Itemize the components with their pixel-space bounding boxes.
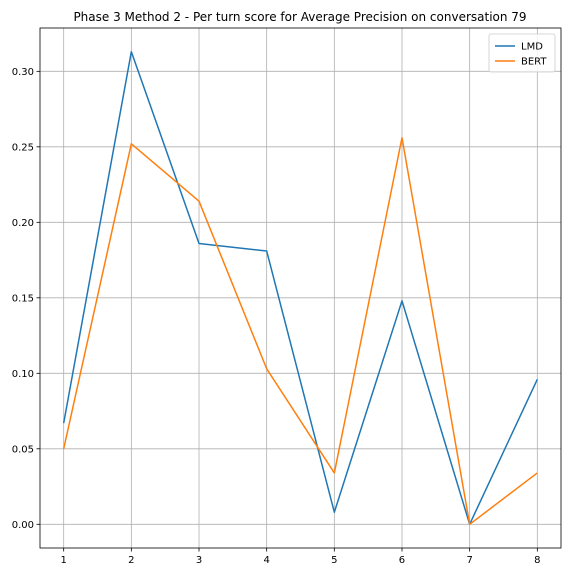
chart-title: Phase 3 Method 2 - Per turn score for Av…	[73, 10, 526, 24]
x-tick-label: 8	[534, 555, 540, 566]
x-tick-label: 3	[196, 555, 202, 566]
y-tick-label: 0.05	[12, 444, 34, 455]
plot-frame	[39, 27, 562, 549]
y-tick-label: 0.00	[12, 520, 34, 531]
x-tick-label: 7	[466, 555, 472, 566]
legend-label: BERT	[521, 57, 547, 68]
x-tick-label: 5	[331, 555, 337, 566]
y-tick-label: 0.25	[12, 142, 34, 153]
x-tick-label: 2	[128, 555, 134, 566]
y-tick-label: 0.20	[12, 218, 34, 229]
grid	[40, 28, 561, 548]
series-line-bert	[62, 137, 538, 526]
legend-label: LMD	[521, 42, 543, 53]
y-tick-label: 0.10	[12, 369, 34, 380]
legend: LMD BERT	[488, 33, 556, 73]
y-tick-label: 0.15	[12, 293, 34, 304]
x-tick-label: 4	[263, 555, 269, 566]
series-layer	[62, 50, 538, 526]
x-tick-label: 1	[60, 555, 66, 566]
legend-box	[488, 33, 556, 73]
x-tick-label: 6	[399, 555, 405, 566]
axis-ticks: 1 2 3 4 5 6 7 8 0.00 0.05 0.10 0.15 0.20 0.25 0.30	[12, 67, 541, 566]
series-line-lmd	[62, 50, 538, 526]
y-tick-label: 0.30	[12, 67, 34, 78]
